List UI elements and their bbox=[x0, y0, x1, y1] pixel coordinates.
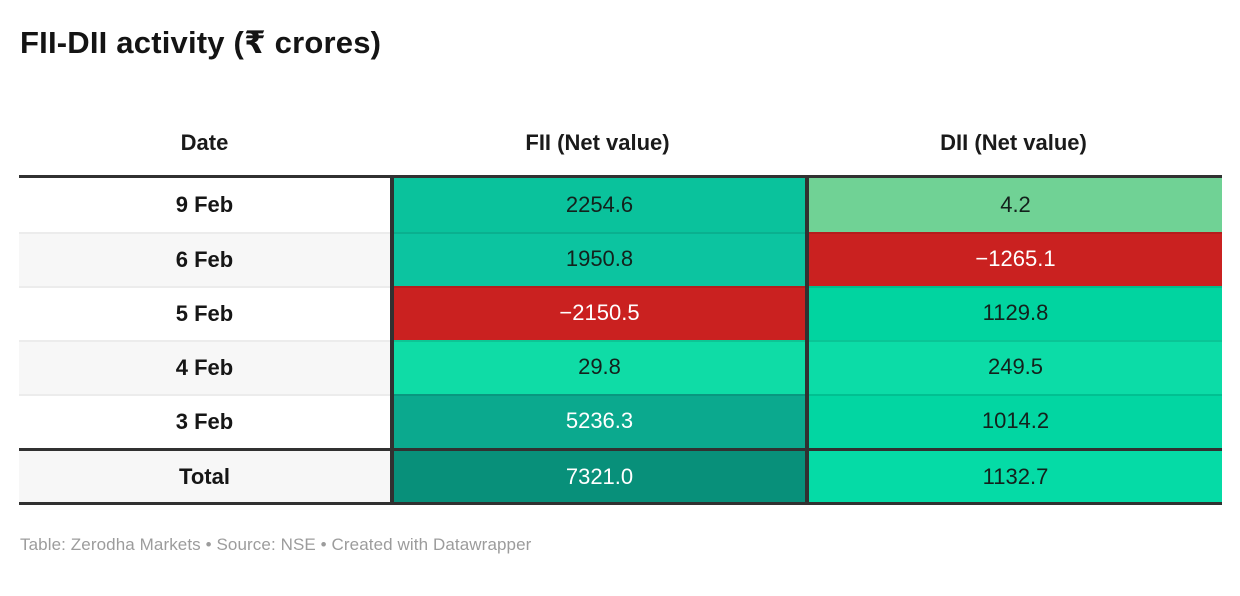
table-total-row: Total 7321.0 1132.7 bbox=[19, 448, 1222, 505]
table-row: 3 Feb 5236.3 1014.2 bbox=[19, 394, 1222, 448]
date-cell: 3 Feb bbox=[19, 394, 390, 448]
date-cell: 4 Feb bbox=[19, 340, 390, 394]
dii-value-cell: 4.2 bbox=[805, 178, 1222, 232]
fii-value-cell: 29.8 bbox=[390, 340, 805, 394]
column-header-date: Date bbox=[180, 129, 229, 155]
fii-value-cell: 1950.8 bbox=[390, 232, 805, 286]
total-label-cell: Total bbox=[19, 451, 390, 502]
table-row: 4 Feb 29.8 249.5 bbox=[19, 340, 1222, 394]
column-header-fii: FII (Net value) bbox=[525, 129, 670, 155]
dii-value-cell: −1265.1 bbox=[805, 232, 1222, 286]
date-cell: 9 Feb bbox=[19, 178, 390, 232]
table-header-row: Date FII (Net value) DII (Net value) bbox=[19, 112, 1222, 178]
fii-value-cell: 5236.3 bbox=[390, 394, 805, 448]
dii-value-cell: 1129.8 bbox=[805, 286, 1222, 340]
fii-value-cell: 2254.6 bbox=[390, 178, 805, 232]
date-cell: 5 Feb bbox=[19, 286, 390, 340]
attribution-footer: Table: Zerodha Markets • Source: NSE • C… bbox=[20, 535, 532, 554]
total-dii-cell: 1132.7 bbox=[805, 451, 1222, 502]
dii-value-cell: 1014.2 bbox=[805, 394, 1222, 448]
table-row: 9 Feb 2254.6 4.2 bbox=[19, 178, 1222, 232]
table-body: 9 Feb 2254.6 4.2 6 Feb 1950.8 −1265.1 5 Feb −21… bbox=[19, 178, 1222, 448]
fii-value-cell: −2150.5 bbox=[390, 286, 805, 340]
dii-value-cell: 249.5 bbox=[805, 340, 1222, 394]
table-row: 6 Feb 1950.8 −1265.1 bbox=[19, 232, 1222, 286]
date-cell: 6 Feb bbox=[19, 232, 390, 286]
table-row: 5 Feb −2150.5 1129.8 bbox=[19, 286, 1222, 340]
column-header-dii: DII (Net value) bbox=[940, 129, 1087, 155]
chart-title: FII-DII activity (₹ crores) bbox=[20, 25, 382, 60]
total-fii-cell: 7321.0 bbox=[390, 451, 805, 502]
fii-dii-table: Date FII (Net value) DII (Net value) 9 F… bbox=[19, 112, 1222, 505]
